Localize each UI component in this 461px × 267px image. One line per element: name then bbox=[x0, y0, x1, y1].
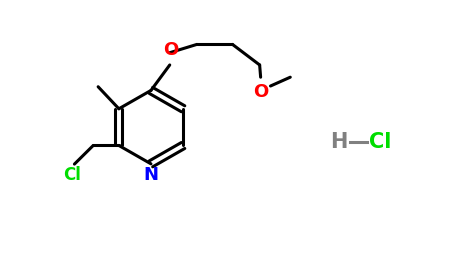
Text: O: O bbox=[163, 41, 178, 58]
Text: O: O bbox=[253, 83, 268, 101]
Text: H: H bbox=[330, 132, 348, 152]
Text: N: N bbox=[143, 166, 159, 184]
Text: Cl: Cl bbox=[63, 166, 81, 184]
Text: Cl: Cl bbox=[369, 132, 392, 152]
